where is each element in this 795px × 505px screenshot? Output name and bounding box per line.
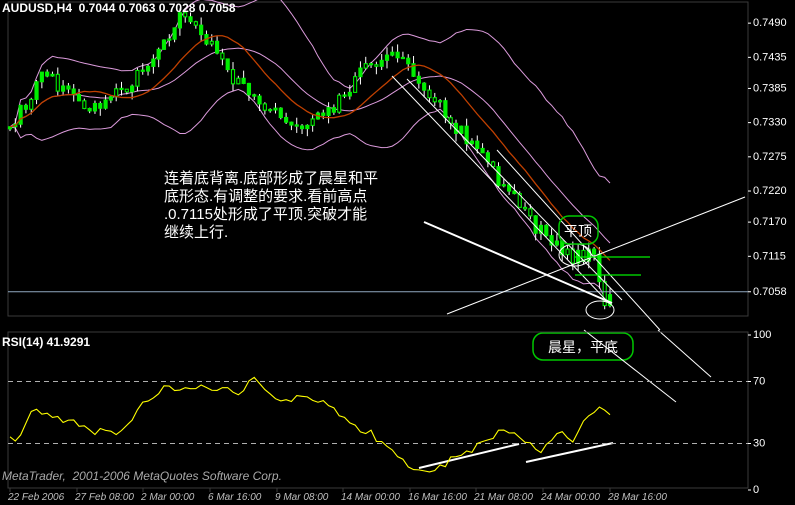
svg-text:0.7058: 0.7058 [753,286,787,298]
svg-text:28 Mar 16:00: 28 Mar 16:00 [607,492,667,503]
svg-text:0.7220: 0.7220 [753,185,787,197]
svg-text:底形态.有调整的要求.看前高点: 底形态.有调整的要求.看前高点 [164,188,367,205]
svg-text:0.7435: 0.7435 [753,51,787,63]
svg-text:14 Mar 00:00: 14 Mar 00:00 [341,492,400,503]
svg-text:0.7275: 0.7275 [753,151,787,163]
svg-text:0.7330: 0.7330 [753,117,787,129]
svg-text:晨星，平底: 晨星，平底 [548,339,618,355]
svg-text:27 Feb 08:00: 27 Feb 08:00 [74,492,134,503]
svg-text:平顶: 平顶 [564,223,592,239]
svg-text:0.7115: 0.7115 [753,250,786,262]
svg-text:0.7490: 0.7490 [753,17,787,29]
svg-text:21 Mar 08:00: 21 Mar 08:00 [473,492,533,503]
svg-text:0.7170: 0.7170 [753,216,787,228]
svg-text:24 Mar 00:00: 24 Mar 00:00 [540,492,600,503]
svg-text:22 Feb 2006: 22 Feb 2006 [7,492,65,503]
svg-text:30: 30 [753,438,765,450]
svg-text:2 Mar 00:00: 2 Mar 00:00 [140,492,195,503]
svg-text:.0.7115处形成了平顶.突破才能: .0.7115处形成了平顶.突破才能 [164,206,367,223]
svg-text:9 Mar 08:00: 9 Mar 08:00 [275,492,329,503]
svg-text:70: 70 [753,376,765,388]
svg-text:0.7385: 0.7385 [753,82,787,94]
svg-text:16 Mar 16:00: 16 Mar 16:00 [408,492,467,503]
svg-text:连着底背离.底部形成了晨星和平: 连着底背离.底部形成了晨星和平 [164,170,378,187]
svg-text:继续上行.: 继续上行. [164,224,228,241]
svg-text:100: 100 [753,329,771,341]
svg-text:6 Mar 16:00: 6 Mar 16:00 [208,492,262,503]
svg-text:0: 0 [753,484,759,496]
